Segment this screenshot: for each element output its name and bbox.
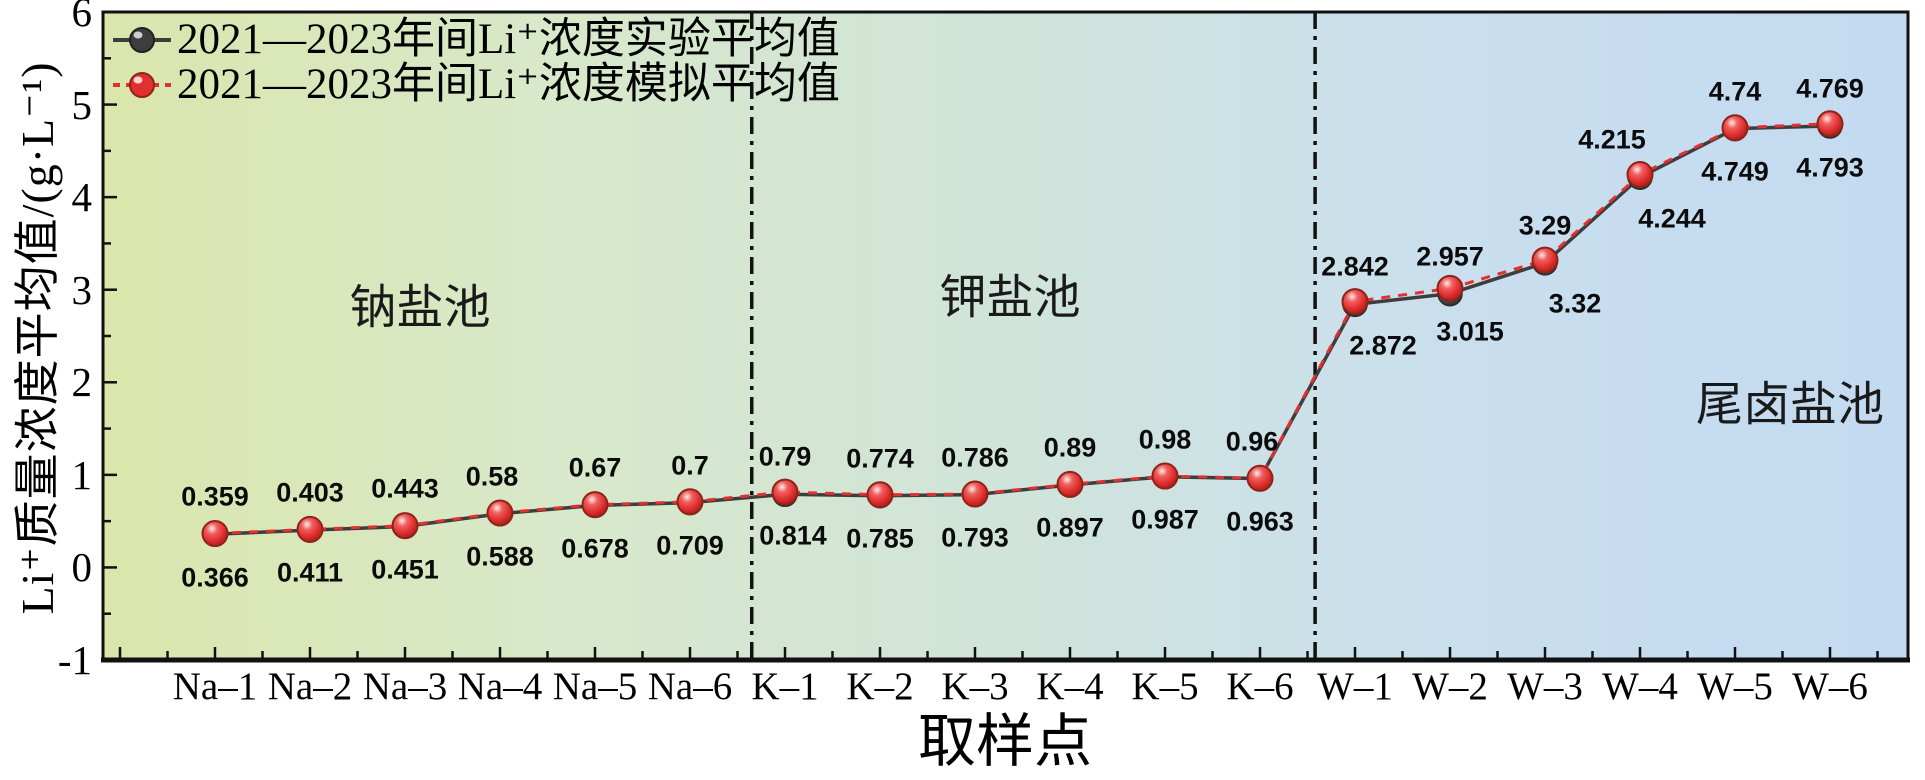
x-tick-label: W–5 <box>1697 665 1773 708</box>
legend-marker-simulated-icon <box>113 71 171 98</box>
point-label-simulated: 0.785 <box>846 523 914 554</box>
x-tick-label: Na–4 <box>457 665 543 708</box>
point-label-experimental: 0.79 <box>758 441 812 472</box>
y-tick-label: 6 <box>71 0 93 35</box>
x-tick-label: K–5 <box>1131 665 1199 708</box>
region-label-sodium-pond: 钠盐池 <box>349 282 491 335</box>
point-label-simulated: 4.749 <box>1701 156 1769 187</box>
point-label-simulated: 4.793 <box>1796 152 1864 183</box>
point-label-experimental: 0.786 <box>941 442 1009 473</box>
y-tick-label: -1 <box>57 637 92 683</box>
x-tick-label: Na–6 <box>647 665 733 708</box>
point-label-simulated: 0.678 <box>561 533 629 564</box>
point-label-simulated: 0.588 <box>466 541 534 572</box>
point-label-simulated: 3.32 <box>1548 288 1602 319</box>
legend-item-experimental: 2021—2023年间Li⁺浓度实验平均值 <box>111 17 840 62</box>
x-tick-label: W–4 <box>1602 665 1678 708</box>
point-label-experimental: 0.67 <box>568 452 622 483</box>
region-label-tail-brine-pond: 尾卤盐池 <box>1696 379 1884 432</box>
point-label-experimental: 0.89 <box>1043 432 1097 463</box>
point-label-simulated: 0.987 <box>1131 504 1199 535</box>
x-tick-label: K–3 <box>941 665 1009 708</box>
y-tick-label: 4 <box>71 174 93 221</box>
point-label-simulated: 0.709 <box>656 530 724 561</box>
point-label-simulated: 2.872 <box>1349 330 1417 361</box>
x-tick-label: W–2 <box>1412 665 1488 708</box>
point-label-simulated: 0.793 <box>941 522 1009 553</box>
point-label-experimental: 0.443 <box>371 473 439 504</box>
point-label-experimental: 0.96 <box>1225 426 1279 457</box>
y-tick-label: 1 <box>71 451 93 498</box>
legend-label-experimental: 2021—2023年间Li⁺浓度实验平均值 <box>177 16 840 63</box>
point-label-experimental: 4.215 <box>1578 124 1646 155</box>
region-label-potassium-pond: 钾盐池 <box>939 272 1081 325</box>
legend-label-simulated: 2021—2023年间Li⁺浓度模拟平均值 <box>177 61 840 108</box>
x-tick-label: W–1 <box>1317 665 1393 708</box>
point-label-simulated: 0.451 <box>371 554 439 585</box>
legend: 2021—2023年间Li⁺浓度实验平均值 2021—2023年间Li⁺浓度模拟… <box>111 17 840 107</box>
x-tick-label: Na–5 <box>552 665 638 708</box>
point-label-experimental: 2.957 <box>1416 241 1484 272</box>
point-label-simulated: 0.411 <box>276 557 344 588</box>
y-tick-label: 5 <box>71 81 93 128</box>
point-label-simulated: 0.963 <box>1226 506 1294 537</box>
point-label-experimental: 2.842 <box>1321 251 1389 282</box>
point-label-experimental: 0.7 <box>671 450 709 481</box>
y-tick-label: 2 <box>71 359 93 406</box>
point-label-simulated: 4.244 <box>1638 203 1706 234</box>
point-label-experimental: 0.58 <box>465 461 519 492</box>
legend-marker-experimental-icon <box>113 26 171 53</box>
x-axis-title: 取样点 <box>917 709 1093 774</box>
point-label-simulated: 0.897 <box>1036 512 1104 543</box>
x-tick-label: Na–3 <box>362 665 448 708</box>
point-label-simulated: 0.366 <box>181 562 249 593</box>
x-tick-label: Na–1 <box>172 665 258 708</box>
point-label-experimental: 0.359 <box>181 481 249 512</box>
y-tick-label: 3 <box>71 266 93 313</box>
x-tick-label: W–3 <box>1507 665 1583 708</box>
x-tick-label: Na–2 <box>267 665 353 708</box>
point-label-experimental: 0.98 <box>1138 424 1192 455</box>
point-label-simulated: 3.015 <box>1436 316 1504 347</box>
point-label-simulated: 0.814 <box>759 520 827 551</box>
point-label-experimental: 4.74 <box>1708 76 1762 107</box>
x-tick-label: K–4 <box>1036 665 1104 708</box>
x-tick-label: W–6 <box>1792 665 1868 708</box>
y-tick-label: 0 <box>71 544 93 591</box>
x-tick-label: K–1 <box>751 665 819 708</box>
y-axis-title: Li⁺质量浓度平均值/(g·L⁻¹) <box>12 61 63 615</box>
point-label-experimental: 0.774 <box>846 443 914 474</box>
point-label-experimental: 4.769 <box>1796 73 1864 104</box>
point-label-experimental: 3.29 <box>1518 210 1572 241</box>
x-tick-label: K–2 <box>846 665 914 708</box>
x-tick-label: K–6 <box>1226 665 1294 708</box>
legend-item-simulated: 2021—2023年间Li⁺浓度模拟平均值 <box>111 62 840 107</box>
point-label-experimental: 0.403 <box>276 477 344 508</box>
